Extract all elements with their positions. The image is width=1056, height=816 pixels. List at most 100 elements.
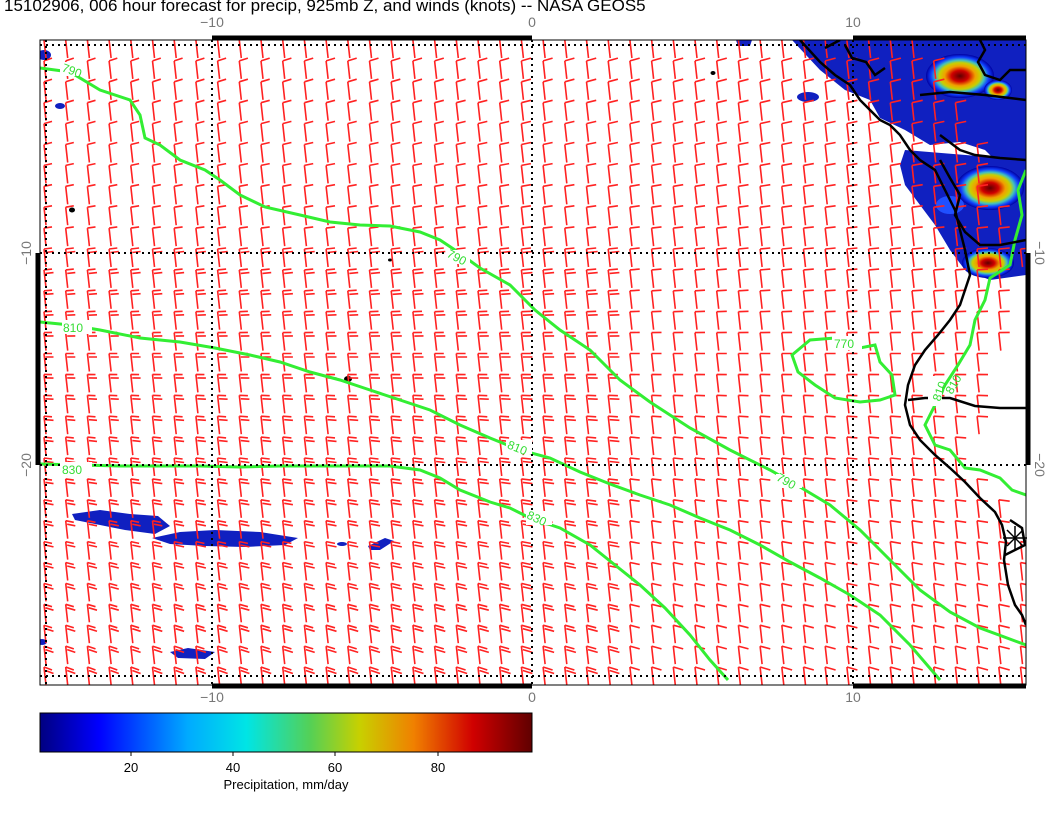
wind-barb — [737, 78, 749, 100]
wind-barb — [802, 540, 814, 560]
wind-barb — [368, 436, 381, 456]
wind-barb — [347, 331, 359, 351]
wind-barb — [43, 183, 53, 205]
contour-810-coastal — [923, 169, 1026, 497]
wind-barb — [368, 99, 379, 121]
wind-barb — [108, 205, 118, 226]
wind-barb — [585, 373, 598, 393]
wind-barb — [390, 561, 402, 581]
wind-barb — [629, 268, 640, 288]
wind-barb — [932, 205, 945, 226]
wind-barb — [195, 603, 207, 623]
wind-barb — [260, 540, 272, 560]
wind-barb — [867, 499, 880, 518]
wind-barb — [846, 561, 858, 581]
wind-barb — [260, 415, 272, 435]
wind-barb — [347, 40, 351, 59]
wind-barb — [542, 205, 553, 226]
wind-barb — [260, 499, 272, 518]
wind-barb — [477, 205, 488, 226]
wind-barb — [911, 120, 923, 142]
wind-barb — [455, 205, 466, 226]
wind-barb — [585, 582, 598, 602]
wind-barb — [824, 331, 836, 351]
wind-barb — [715, 373, 727, 393]
wind-barb — [195, 268, 206, 288]
wind-barb — [976, 331, 989, 351]
wind-barb — [412, 141, 423, 163]
wind-barb — [498, 519, 511, 539]
contour-810-middle — [40, 320, 942, 681]
wind-barb — [412, 247, 424, 268]
wind-barb — [238, 78, 249, 100]
wind-barb — [650, 436, 662, 456]
wind-barb — [672, 205, 684, 226]
wind-barb — [108, 120, 118, 142]
wind-barb — [281, 645, 294, 665]
wind-barb — [998, 205, 1010, 226]
wind-barb — [781, 624, 793, 644]
wind-barb — [802, 415, 814, 435]
wind-barb — [542, 141, 553, 163]
wind-barb — [781, 415, 793, 435]
wind-barb — [867, 226, 880, 247]
y-tick-left-1: −10 — [18, 241, 34, 265]
wind-barb — [368, 603, 381, 623]
wind-barb — [976, 394, 989, 414]
wind-barb — [130, 478, 141, 497]
wind-barb — [846, 666, 858, 685]
wind-barb — [715, 540, 727, 560]
wind-barb — [824, 603, 836, 623]
wind-barb — [585, 561, 598, 581]
wind-barb — [976, 205, 989, 226]
wind-barb — [781, 373, 793, 393]
wind-barb — [824, 561, 836, 581]
wind-barb — [43, 394, 54, 414]
wind-barb — [737, 205, 749, 226]
wind-barb — [173, 99, 183, 121]
wind-barb — [889, 78, 902, 100]
wind-barb — [954, 561, 967, 581]
wind-barb — [151, 331, 163, 351]
wind-barb — [281, 394, 293, 414]
wind-barb — [585, 99, 597, 121]
wind-barb — [43, 436, 54, 456]
wind-barb — [629, 331, 640, 351]
wind-barb — [43, 78, 53, 100]
wind-barb — [629, 120, 640, 142]
wind-barb — [650, 331, 662, 351]
wind-barb — [412, 540, 424, 560]
wind-barb — [368, 268, 381, 288]
wind-barb — [498, 57, 510, 79]
wind-barb — [173, 394, 185, 414]
wind-barb — [412, 519, 424, 539]
wind-barb — [260, 289, 272, 309]
wind-barb — [846, 352, 858, 372]
wind-barb — [998, 226, 1010, 247]
wind-barb — [542, 226, 553, 247]
wind-barb — [520, 40, 525, 59]
wind-barb — [238, 141, 249, 163]
wind-barb — [216, 519, 228, 539]
wind-barb — [216, 499, 228, 518]
wind-barb — [737, 561, 749, 581]
wind-barb — [238, 561, 250, 581]
wind-barb — [585, 415, 598, 435]
wind-barb — [433, 645, 446, 665]
wind-barb — [498, 352, 511, 372]
wind-barb — [629, 247, 640, 268]
wind-barb — [694, 519, 706, 539]
wind-barb — [520, 205, 532, 226]
wind-barb — [564, 78, 575, 100]
wind-barb — [151, 561, 163, 581]
wind-barb — [715, 162, 727, 184]
wind-barb — [455, 499, 468, 518]
wind-barb — [542, 540, 555, 560]
wind-barb — [303, 331, 315, 351]
wind-barb — [216, 183, 227, 205]
wind-barb — [607, 78, 619, 100]
wind-barb — [585, 57, 597, 79]
wind-barb — [802, 247, 814, 268]
wind-barb — [520, 120, 532, 142]
wind-barb — [932, 540, 945, 560]
